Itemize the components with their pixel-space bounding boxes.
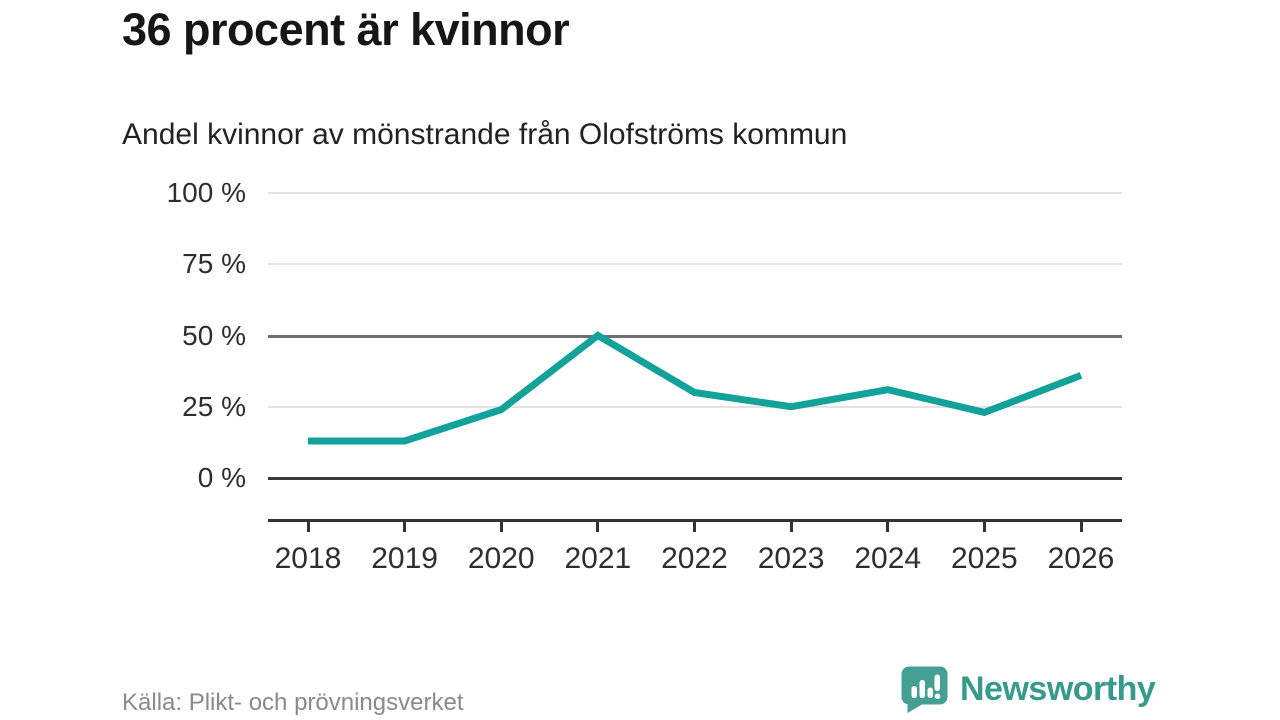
gridline-25 [268, 405, 1122, 408]
x-axis-label-2018: 2018 [274, 542, 342, 575]
gridline-50 [268, 334, 1122, 338]
x-tick-2025 [982, 519, 986, 532]
x-tick-2022 [693, 519, 696, 532]
gridline-75 [268, 263, 1122, 266]
x-tick-2018 [306, 519, 310, 532]
y-axis-label-25: 25 % [182, 390, 246, 422]
x-axis-label-2024: 2024 [854, 542, 922, 575]
x-axis-label-2023: 2023 [757, 542, 825, 575]
brand-logo: Newsworthy [901, 665, 1156, 713]
x-tick-2024 [886, 519, 890, 532]
y-axis-label-100: 100 % [166, 177, 246, 208]
x-axis-label-2022: 2022 [661, 542, 728, 575]
x-tick-2021 [596, 519, 600, 532]
chart-subtitle: Andel kvinnor av mönstrande från Olofstr… [122, 118, 848, 151]
x-tick-2020 [499, 519, 503, 532]
source-note: Källa: Plikt- och prövningsverket [122, 689, 464, 716]
newsworthy-logo-icon [901, 666, 948, 713]
x-tick-2026 [1079, 519, 1083, 532]
brand-name: Newsworthy [960, 669, 1156, 708]
y-axis-label-75: 75 % [182, 248, 246, 280]
x-axis-label-2021: 2021 [564, 542, 632, 575]
x-axis-label-2026: 2026 [1047, 542, 1115, 575]
chart-title: 36 procent är kvinnor [122, 4, 570, 55]
y-axis-label-0: 0 % [197, 462, 246, 493]
x-tick-2019 [403, 519, 407, 532]
x-tick-2023 [789, 519, 793, 532]
y-axis-label-50: 50 % [182, 319, 246, 351]
gridline-0 [268, 477, 1122, 480]
gridline-100 [268, 192, 1122, 194]
x-axis-label-2020: 2020 [467, 542, 535, 575]
trend-line [308, 331, 1083, 445]
x-axis-label-2019: 2019 [371, 542, 438, 575]
x-axis-label-2025: 2025 [951, 542, 1018, 575]
